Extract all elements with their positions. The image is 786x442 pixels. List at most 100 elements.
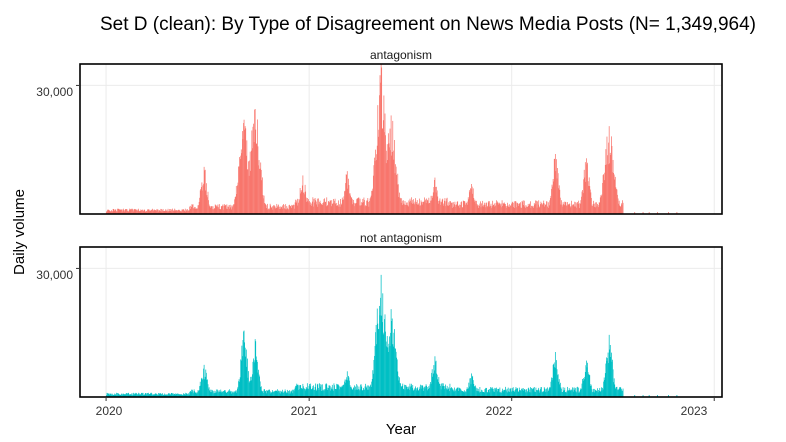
daily-bar (382, 128, 384, 214)
daily-bar (598, 390, 600, 397)
daily-bar (386, 144, 388, 214)
daily-bar (549, 387, 551, 397)
daily-bar (355, 203, 356, 214)
daily-bar (262, 195, 264, 214)
daily-bar (435, 360, 437, 397)
daily-bar (244, 342, 245, 397)
daily-bar (574, 388, 576, 397)
daily-bar (223, 391, 224, 397)
daily-bar (619, 386, 621, 397)
daily-bar (375, 332, 376, 397)
daily-bar (173, 210, 174, 214)
daily-bar (352, 204, 354, 214)
daily-bar (107, 393, 108, 397)
daily-bar (364, 386, 366, 397)
daily-bar (199, 197, 201, 214)
daily-bar (515, 387, 517, 397)
daily-bar (534, 204, 536, 214)
daily-bar (456, 204, 457, 214)
daily-bar (269, 203, 271, 214)
daily-bar (117, 208, 118, 214)
daily-bar (170, 393, 172, 397)
daily-bar (378, 129, 380, 214)
daily-bar (316, 201, 318, 214)
daily-bar (319, 384, 321, 397)
daily-bar (597, 205, 599, 214)
daily-bar (202, 190, 203, 214)
daily-bar (371, 381, 373, 397)
daily-bar (328, 388, 329, 397)
daily-bar (566, 205, 567, 214)
daily-bar (466, 389, 467, 397)
daily-bar (384, 132, 385, 214)
daily-bar (202, 378, 204, 397)
daily-bar (512, 388, 514, 397)
daily-bar (405, 385, 407, 397)
daily-bar (349, 193, 351, 214)
daily-bar (305, 387, 307, 397)
daily-bar (528, 387, 530, 397)
daily-bar (194, 207, 196, 214)
daily-bar (169, 209, 171, 214)
daily-bar (421, 385, 423, 397)
daily-bar (558, 185, 560, 214)
daily-bar (552, 364, 554, 397)
daily-bar (212, 390, 213, 397)
daily-bar (345, 379, 347, 397)
daily-bar (604, 172, 606, 214)
daily-bar (227, 391, 228, 397)
daily-bar (167, 211, 168, 214)
daily-bar (134, 209, 136, 214)
daily-bar (276, 389, 278, 397)
daily-bar (488, 200, 490, 214)
daily-bar (569, 203, 571, 214)
daily-bar (495, 202, 497, 214)
daily-bar (477, 208, 479, 214)
daily-bar (238, 379, 240, 397)
daily-bar (236, 194, 238, 214)
daily-bar (510, 388, 511, 397)
daily-bar (321, 204, 323, 214)
daily-bar (427, 388, 429, 397)
daily-bar (106, 211, 107, 214)
daily-bar (556, 360, 557, 397)
daily-bar (601, 387, 602, 397)
daily-bar (117, 208, 119, 214)
daily-bar (477, 204, 479, 214)
daily-bar (496, 200, 497, 214)
daily-bar (383, 332, 385, 397)
daily-bar (127, 393, 129, 397)
daily-bar (222, 205, 223, 214)
daily-bar (413, 203, 415, 214)
daily-bar (455, 206, 456, 214)
daily-bar (619, 205, 621, 214)
daily-bar (112, 208, 114, 214)
daily-bar (533, 203, 535, 214)
daily-bar (139, 393, 141, 397)
daily-bar (356, 384, 358, 397)
daily-bar (151, 209, 153, 214)
daily-bar (116, 211, 117, 214)
daily-bar (364, 206, 366, 214)
daily-bar (566, 390, 568, 397)
daily-bar (561, 388, 562, 397)
daily-bar (442, 198, 444, 214)
daily-bar (290, 208, 292, 214)
daily-bar (131, 209, 133, 214)
daily-bar (240, 155, 242, 214)
daily-bar (567, 390, 569, 397)
daily-bar (430, 383, 432, 397)
daily-bar (532, 387, 534, 397)
daily-bar (427, 203, 429, 214)
daily-bar (367, 201, 369, 214)
daily-bar (520, 390, 521, 397)
daily-bar (132, 395, 133, 397)
daily-bar (203, 368, 204, 397)
daily-bar (507, 387, 509, 397)
daily-bar (440, 201, 442, 214)
daily-bar (420, 205, 421, 214)
daily-bar (363, 389, 365, 397)
daily-bar (450, 388, 452, 397)
daily-bar (602, 387, 603, 397)
daily-bar (517, 203, 518, 214)
